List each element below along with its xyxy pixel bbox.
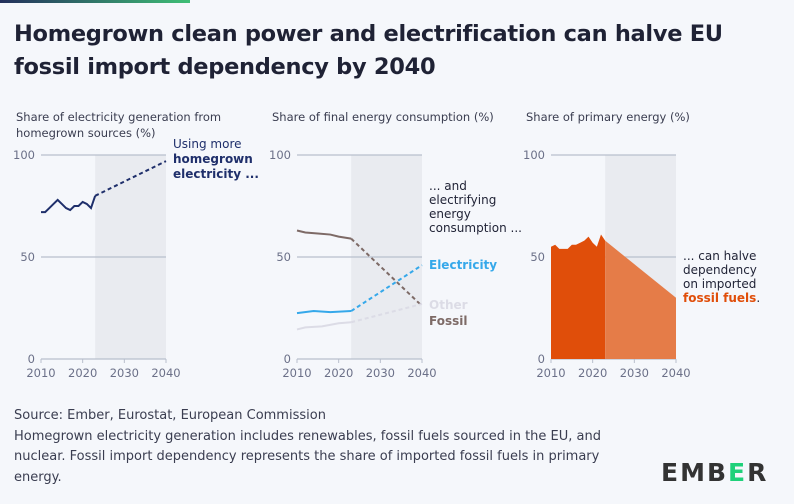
legend-label-electricity: Electricity — [429, 258, 497, 272]
axis-title: Share of electricity generation from — [16, 110, 221, 124]
x-tick-label: 2040 — [407, 366, 436, 380]
y-tick-label: 50 — [276, 250, 291, 264]
source-text: Source: Ember, Eurostat, European Commis… — [14, 408, 326, 423]
annotation: electrifying — [429, 193, 496, 207]
line-projection-series — [94, 160, 167, 197]
axis-title: homegrown sources (%) — [16, 126, 156, 140]
ember-logo: EMBER — [661, 458, 769, 487]
area-projection — [605, 240, 676, 359]
line-historical-series — [41, 195, 97, 214]
x-tick-label: 2010 — [536, 366, 565, 380]
axis-title: Share of primary energy (%) — [526, 110, 690, 124]
y-tick-label: 50 — [20, 250, 35, 264]
annotation: energy — [429, 207, 471, 221]
footer: Source: Ember, Eurostat, European Commis… — [14, 406, 634, 488]
annotation: Using more — [173, 137, 242, 151]
annotation: homegrown — [173, 152, 253, 166]
line-projection-other — [350, 302, 423, 324]
x-tick-label: 2040 — [151, 366, 180, 380]
axis-title: Share of final energy consumption (%) — [272, 110, 494, 124]
y-tick-label: 100 — [523, 148, 545, 162]
chart-3: Share of primary energy (%) 0 50 100 2010 202… — [523, 110, 760, 380]
x-tick-label: 2010 — [26, 366, 55, 380]
line-historical-other — [296, 321, 352, 331]
annotation: ... and — [429, 179, 467, 193]
annotation: ... can halve — [683, 249, 756, 263]
note-text: Homegrown electricity generation include… — [14, 428, 601, 485]
line-historical-fossil — [296, 229, 352, 240]
line-projection-fossil — [350, 237, 423, 307]
line-projection-electricity — [350, 264, 423, 312]
x-tick-label: 2040 — [661, 366, 690, 380]
annotation: electricity ... — [173, 167, 259, 181]
x-tick-label: 2030 — [620, 366, 649, 380]
x-tick-label: 2030 — [366, 366, 395, 380]
annotation: consumption ... — [429, 221, 522, 235]
x-tick-label: 2030 — [110, 366, 139, 380]
annotation: dependency — [683, 263, 757, 277]
legend-label-other: Other — [429, 298, 468, 312]
y-tick-label: 50 — [530, 250, 545, 264]
y-tick-label: 0 — [284, 352, 291, 366]
brand-gradient-bar — [0, 0, 190, 3]
x-tick-label: 2020 — [68, 366, 97, 380]
x-tick-label: 2020 — [324, 366, 353, 380]
legend-label-fossil: Fossil — [429, 314, 467, 328]
area-historical — [551, 234, 606, 359]
y-tick-label: 0 — [538, 352, 545, 366]
annotation: fossil fuels. — [683, 291, 760, 305]
line-historical-electricity — [296, 310, 352, 315]
x-tick-label: 2010 — [282, 366, 311, 380]
chart-2: Share of final energy consumption (%) 0 50… — [269, 110, 522, 380]
x-tick-label: 2020 — [578, 366, 607, 380]
page-title: Homegrown clean power and electrificatio… — [14, 21, 723, 80]
y-tick-label: 0 — [28, 352, 35, 366]
annotation: on imported — [683, 277, 756, 291]
y-tick-label: 100 — [269, 148, 291, 162]
annotation-highlight: fossil fuels — [683, 291, 756, 305]
y-tick-label: 100 — [13, 148, 35, 162]
chart-1: Share of electricity generation from home… — [13, 110, 259, 380]
